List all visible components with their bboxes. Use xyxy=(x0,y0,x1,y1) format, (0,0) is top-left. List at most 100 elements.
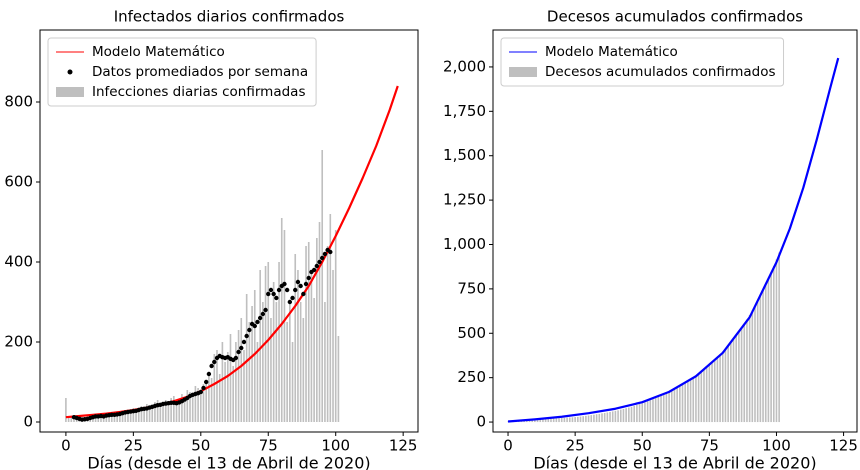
bar xyxy=(129,410,132,422)
bar xyxy=(684,382,687,423)
data-point xyxy=(282,281,287,287)
bar xyxy=(232,366,234,422)
bar xyxy=(695,375,697,423)
y-tick-label: 250 xyxy=(457,368,486,386)
y-tick-label: 500 xyxy=(457,324,486,342)
bar xyxy=(732,338,735,423)
bar xyxy=(552,418,555,423)
bar xyxy=(67,418,70,422)
data-point xyxy=(206,371,212,377)
bar xyxy=(224,362,226,422)
data-point xyxy=(233,355,239,361)
bar xyxy=(590,415,593,423)
x-tick-label: 25 xyxy=(124,437,143,455)
bar xyxy=(571,417,574,423)
bar xyxy=(531,419,533,423)
bar xyxy=(641,403,644,423)
x-tick-label: 125 xyxy=(389,437,418,455)
data-point xyxy=(198,389,204,395)
bar xyxy=(310,270,313,422)
bar xyxy=(528,420,531,423)
bar xyxy=(630,406,633,423)
x-tick-label: 100 xyxy=(321,437,350,455)
bar xyxy=(670,390,673,423)
bar xyxy=(617,410,619,423)
bar xyxy=(299,302,302,422)
bar xyxy=(159,404,162,422)
axes-frame xyxy=(39,29,419,433)
bar xyxy=(703,369,705,423)
y-tick-label: 0 xyxy=(23,413,33,431)
bar xyxy=(186,390,189,422)
bar xyxy=(568,417,571,423)
data-point xyxy=(298,283,303,289)
bar xyxy=(259,270,261,422)
bar xyxy=(603,413,606,423)
bar xyxy=(248,322,251,422)
bar xyxy=(167,402,170,422)
bar xyxy=(770,272,772,423)
y-tick-label: 2,000 xyxy=(443,57,486,75)
data-point xyxy=(244,333,249,339)
bar xyxy=(270,318,272,422)
bar xyxy=(237,330,240,422)
bar xyxy=(143,408,145,422)
bar xyxy=(205,382,208,422)
data-point xyxy=(322,251,328,257)
bar xyxy=(560,417,563,423)
bar xyxy=(251,306,253,422)
data-point xyxy=(252,323,257,329)
legend-dot xyxy=(67,69,73,75)
bar xyxy=(324,302,326,422)
bar xyxy=(566,417,568,423)
bar xyxy=(216,350,218,422)
legend: Modelo Matemático Datos promediados por s… xyxy=(47,37,317,107)
data-point xyxy=(290,295,295,301)
axes-frame xyxy=(492,29,858,433)
bar xyxy=(772,265,775,423)
chart-title: Decesos acumulados confirmados xyxy=(547,8,803,26)
bar xyxy=(598,413,601,423)
bar xyxy=(633,405,636,423)
bar xyxy=(713,359,716,423)
bar xyxy=(751,310,754,423)
legend-label: Decesos acumulados confirmados xyxy=(545,64,776,80)
bar xyxy=(558,418,560,423)
data-point xyxy=(303,281,309,287)
bar xyxy=(127,412,129,422)
bar xyxy=(197,388,199,422)
bar xyxy=(628,407,630,423)
bar xyxy=(668,391,670,423)
bar xyxy=(625,408,627,423)
bar xyxy=(294,254,297,422)
bar xyxy=(730,342,732,423)
bar xyxy=(170,398,172,422)
bar xyxy=(229,334,232,422)
bar xyxy=(759,295,762,423)
bar xyxy=(189,392,191,422)
data-point xyxy=(204,379,209,385)
data-point xyxy=(287,299,293,305)
legend-label: Modelo Matemático xyxy=(545,44,678,60)
legend-label: Datos promediados por semana xyxy=(92,64,308,80)
bar xyxy=(724,348,727,423)
bar xyxy=(226,352,229,422)
bar xyxy=(585,415,587,423)
bar xyxy=(253,290,256,422)
bar xyxy=(764,284,767,423)
data-point xyxy=(241,339,247,345)
x-tick-label: 50 xyxy=(191,437,210,455)
chart-title: Infectados diarios confirmados xyxy=(114,8,345,26)
bar xyxy=(555,418,558,423)
bar xyxy=(75,420,78,422)
bar xyxy=(676,387,678,423)
bar xyxy=(164,400,167,422)
legend-label: Modelo Matemático xyxy=(92,44,225,60)
bar xyxy=(767,278,770,423)
bar xyxy=(297,270,299,422)
x-tick-label: 75 xyxy=(700,437,719,455)
bar xyxy=(738,331,740,423)
bar xyxy=(302,318,305,422)
bar xyxy=(124,410,127,422)
data-point xyxy=(306,275,311,281)
